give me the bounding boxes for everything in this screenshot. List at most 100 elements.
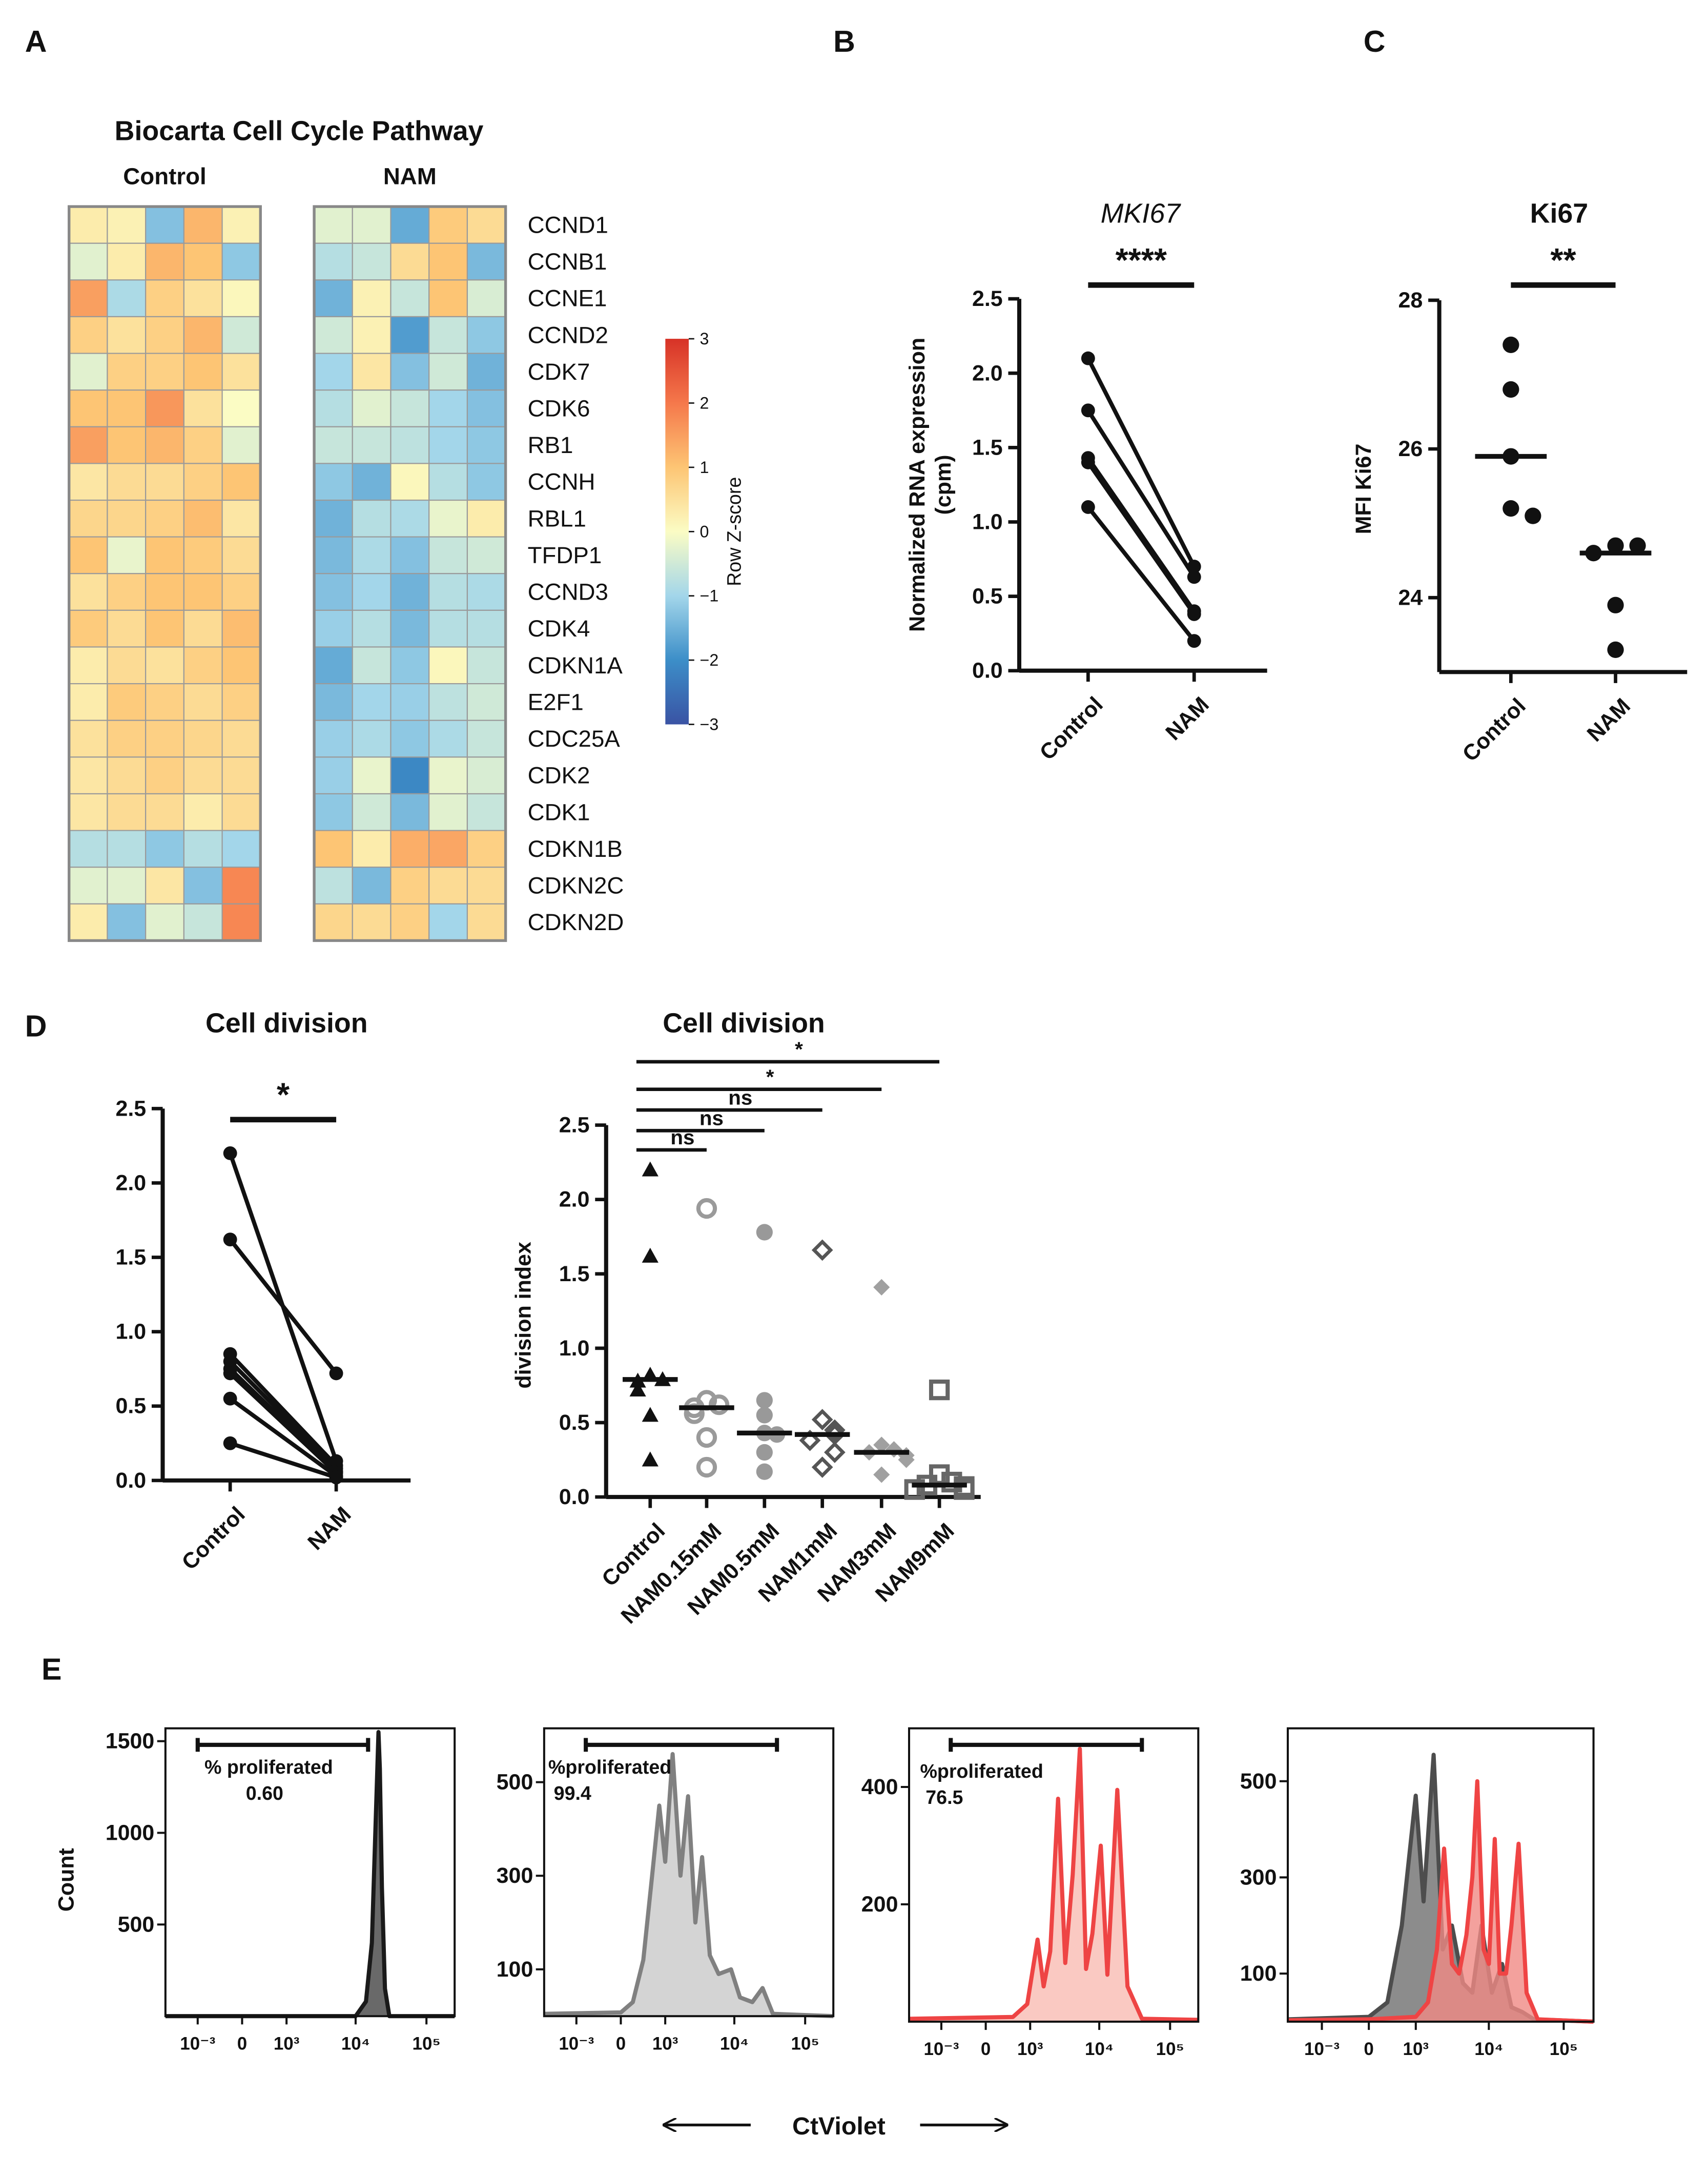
y-tick-label: 1.0 xyxy=(559,1336,590,1361)
heatmap-cell xyxy=(314,609,353,648)
heatmap-cell xyxy=(352,683,392,721)
point xyxy=(223,1436,237,1450)
heatmap-cell xyxy=(145,389,184,427)
point xyxy=(642,1161,658,1177)
heatmap-cell xyxy=(466,867,506,905)
heatmap-cell xyxy=(221,279,261,318)
x-tick-label: 10⁴ xyxy=(341,2033,370,2053)
heatmap-cell xyxy=(145,793,184,831)
heatmap-cell xyxy=(352,609,392,648)
heatmap-cell xyxy=(221,206,261,244)
heatmap-border xyxy=(68,205,262,942)
heatmap-cell xyxy=(466,353,506,391)
row-label: E2F1 xyxy=(528,689,584,715)
y-axis-label: Normalized RNA expression xyxy=(905,338,930,632)
x-tick-label: 10³ xyxy=(1017,2039,1043,2059)
heatmap-cell xyxy=(466,389,506,427)
x-tick-label: 10⁴ xyxy=(1085,2039,1114,2059)
heatmap-cell xyxy=(221,646,261,685)
x-tick-label: 10⁵ xyxy=(791,2033,819,2053)
heatmap-cell xyxy=(68,756,108,795)
panel-label: B xyxy=(833,24,855,58)
point xyxy=(756,1392,773,1409)
heatmap-cell xyxy=(314,242,353,281)
row-label: CDKN2C xyxy=(528,873,624,899)
heatmap-cell xyxy=(314,720,353,758)
heatmap-cell xyxy=(107,206,147,244)
heatmap-cell xyxy=(107,499,147,538)
point xyxy=(1607,641,1624,658)
heatmap-cell xyxy=(221,573,261,611)
heatmap-cell xyxy=(221,683,261,721)
point xyxy=(1081,455,1095,469)
point xyxy=(824,1442,846,1463)
heatmap-cell xyxy=(145,206,184,244)
heatmap-cell xyxy=(466,316,506,354)
y-tick-label: 1.0 xyxy=(115,1320,146,1344)
heatmap-cell xyxy=(428,867,468,905)
gate-value: 76.5 xyxy=(925,1786,963,1808)
chart-title: Cell division xyxy=(663,1008,825,1039)
point xyxy=(1187,570,1201,584)
heatmap-cell xyxy=(428,353,468,391)
y-tick-label: 0.0 xyxy=(559,1485,590,1509)
heatmap-cell xyxy=(428,573,468,611)
row-label: CCND1 xyxy=(528,212,608,238)
heatmap-cell xyxy=(352,206,392,244)
heatmap-cell xyxy=(183,499,223,538)
gate xyxy=(949,1738,1144,1752)
y-tick-label: 500 xyxy=(497,1770,533,1795)
y-tick-label: 1000 xyxy=(106,1820,155,1845)
heatmap-cell xyxy=(221,426,261,464)
heatmap-cell xyxy=(466,536,506,574)
heatmap-cell xyxy=(68,463,108,501)
colorbar-tick-label: 2 xyxy=(700,394,709,412)
heatmap-cell xyxy=(352,389,392,427)
x-tick-label: 0 xyxy=(237,2033,247,2053)
heatmap-cell xyxy=(107,463,147,501)
row-label: CCNE1 xyxy=(528,285,607,312)
histogram-line xyxy=(1287,1779,1594,2024)
heatmap-cell xyxy=(314,756,353,795)
y-tick-label: 2.0 xyxy=(559,1187,590,1212)
x-axis-label: CtViolet xyxy=(792,2112,886,2140)
chart-title: Ki67 xyxy=(1530,198,1589,229)
y-tick-label: 24 xyxy=(1398,585,1423,610)
heatmap-cell xyxy=(428,279,468,318)
heatmap-cell xyxy=(107,756,147,795)
x-tick-label: Control xyxy=(1458,694,1531,767)
point xyxy=(708,1394,730,1415)
heatmap-cell xyxy=(107,720,147,758)
point xyxy=(799,1429,821,1451)
point xyxy=(696,1456,717,1478)
heatmap-cell xyxy=(466,242,506,281)
heatmap-cell xyxy=(352,536,392,574)
gate-label: % proliferated xyxy=(204,1756,333,1778)
heatmap-cell xyxy=(390,646,430,685)
heatmap-cell xyxy=(68,536,108,574)
histogram-line xyxy=(909,1746,1199,2022)
heatmap-cell xyxy=(68,499,108,538)
panel-label: A xyxy=(25,24,47,58)
heatmap-cell xyxy=(107,426,147,464)
heatmap-border xyxy=(313,205,507,942)
heatmap-cell xyxy=(314,573,353,611)
heatmap-cell xyxy=(314,279,353,318)
x-tick-label: NAM xyxy=(303,1502,356,1555)
point xyxy=(904,1479,925,1500)
x-tick-label: NAM xyxy=(1161,692,1214,745)
row-label: CDK1 xyxy=(528,799,590,825)
point xyxy=(329,1470,343,1485)
point xyxy=(824,1419,846,1441)
heatmap-cell xyxy=(221,389,261,427)
heatmap-cell xyxy=(183,206,223,244)
point xyxy=(873,1466,890,1483)
heatmap-cell xyxy=(183,353,223,391)
heatmap-cell xyxy=(390,279,430,318)
x-tick-label: NAM xyxy=(1582,694,1635,747)
pair-line xyxy=(1086,409,1196,579)
y-axis-label: division index xyxy=(511,1242,536,1389)
heatmap-title: Biocarta Cell Cycle Pathway xyxy=(115,115,484,146)
heatmap-cell xyxy=(314,426,353,464)
panel-label: E xyxy=(42,1652,61,1687)
